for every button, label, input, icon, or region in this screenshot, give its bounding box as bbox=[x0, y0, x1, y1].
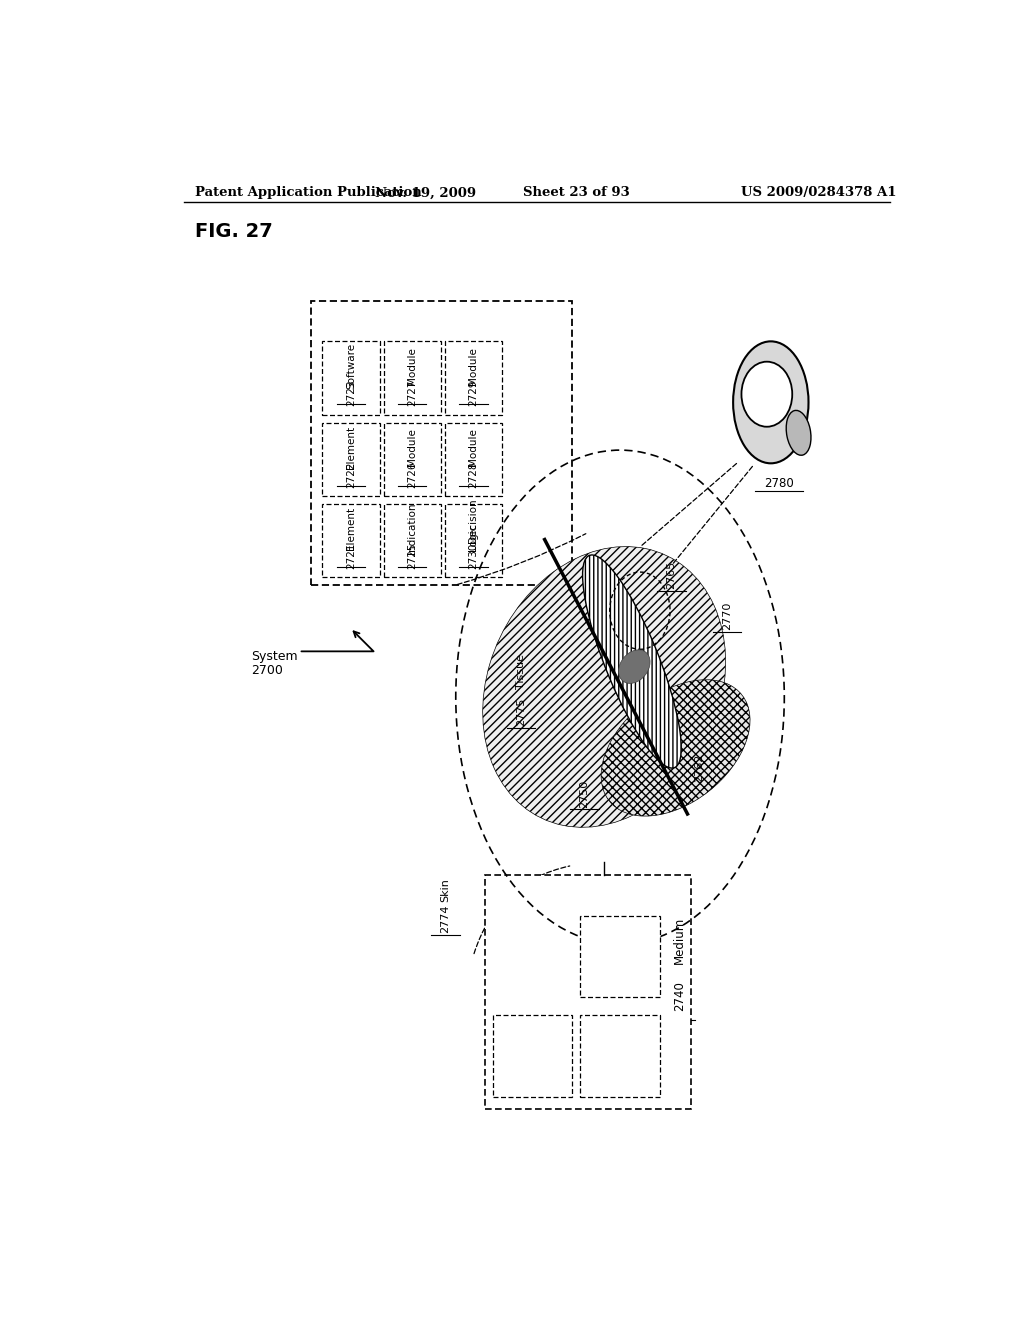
Ellipse shape bbox=[618, 649, 650, 684]
Bar bbox=[310, 301, 572, 585]
Text: 2750: 2750 bbox=[580, 780, 590, 808]
Text: Tissue: Tissue bbox=[516, 655, 526, 689]
Bar bbox=[494, 1015, 572, 1097]
Ellipse shape bbox=[786, 411, 811, 455]
Bar bbox=[323, 504, 380, 577]
Bar bbox=[323, 342, 380, 414]
Text: 2730: 2730 bbox=[468, 543, 478, 569]
Circle shape bbox=[741, 362, 793, 426]
Text: 2770: 2770 bbox=[722, 602, 732, 630]
Text: 2727: 2727 bbox=[408, 380, 417, 407]
Text: Module: Module bbox=[408, 347, 417, 384]
Text: 2729: 2729 bbox=[468, 380, 478, 407]
Bar bbox=[581, 1015, 659, 1097]
Text: Patent Application Publication: Patent Application Publication bbox=[196, 186, 422, 199]
Text: FIG. 27: FIG. 27 bbox=[196, 222, 273, 242]
Bar bbox=[444, 504, 502, 577]
Text: 2740: 2740 bbox=[673, 982, 686, 1011]
Text: 2742: 2742 bbox=[613, 1057, 627, 1088]
Text: Indication: Indication bbox=[408, 503, 417, 554]
Bar bbox=[384, 422, 440, 496]
Text: Nov. 19, 2009: Nov. 19, 2009 bbox=[375, 186, 476, 199]
Bar bbox=[581, 916, 659, 997]
Text: Module: Module bbox=[468, 347, 478, 384]
Bar bbox=[485, 875, 691, 1109]
Text: 2723: 2723 bbox=[346, 380, 356, 407]
Text: 2725: 2725 bbox=[408, 543, 417, 569]
Text: Polymer: Polymer bbox=[613, 919, 627, 966]
Text: 2765: 2765 bbox=[667, 561, 677, 589]
Text: Medium: Medium bbox=[673, 917, 686, 964]
Text: Sheet 23 of 93: Sheet 23 of 93 bbox=[523, 186, 630, 199]
Text: 2726: 2726 bbox=[408, 461, 417, 488]
Bar bbox=[384, 504, 440, 577]
Text: Software: Software bbox=[346, 343, 356, 389]
Text: Module: Module bbox=[408, 428, 417, 466]
Bar bbox=[444, 422, 502, 496]
Text: 2774: 2774 bbox=[440, 904, 451, 933]
Text: Logic: Logic bbox=[468, 524, 478, 552]
Bar bbox=[384, 342, 440, 414]
Text: 2741: 2741 bbox=[526, 1057, 540, 1088]
Text: 2775: 2775 bbox=[516, 697, 526, 726]
Text: 2728: 2728 bbox=[468, 461, 478, 488]
Bar bbox=[323, 422, 380, 496]
Ellipse shape bbox=[583, 554, 681, 768]
Text: 2762: 2762 bbox=[694, 754, 705, 783]
Text: 2780: 2780 bbox=[764, 477, 794, 490]
Text: 2721: 2721 bbox=[346, 543, 356, 569]
Text: Liquid: Liquid bbox=[613, 1024, 627, 1060]
Ellipse shape bbox=[482, 546, 726, 828]
Text: Element: Element bbox=[346, 425, 356, 469]
Text: US 2009/0284378 A1: US 2009/0284378 A1 bbox=[740, 186, 896, 199]
Ellipse shape bbox=[733, 342, 809, 463]
Bar bbox=[444, 342, 502, 414]
Text: 2760: 2760 bbox=[654, 673, 665, 701]
Text: 2722: 2722 bbox=[346, 461, 356, 488]
Text: Module: Module bbox=[468, 428, 478, 466]
Text: Decision: Decision bbox=[468, 498, 478, 543]
Text: Gel: Gel bbox=[526, 1032, 540, 1052]
Text: 2700: 2700 bbox=[251, 664, 283, 677]
Text: 2743: 2743 bbox=[613, 957, 627, 987]
Text: System: System bbox=[251, 649, 298, 663]
Text: Element: Element bbox=[346, 507, 356, 550]
Text: Skin: Skin bbox=[440, 878, 451, 902]
Ellipse shape bbox=[601, 680, 750, 816]
